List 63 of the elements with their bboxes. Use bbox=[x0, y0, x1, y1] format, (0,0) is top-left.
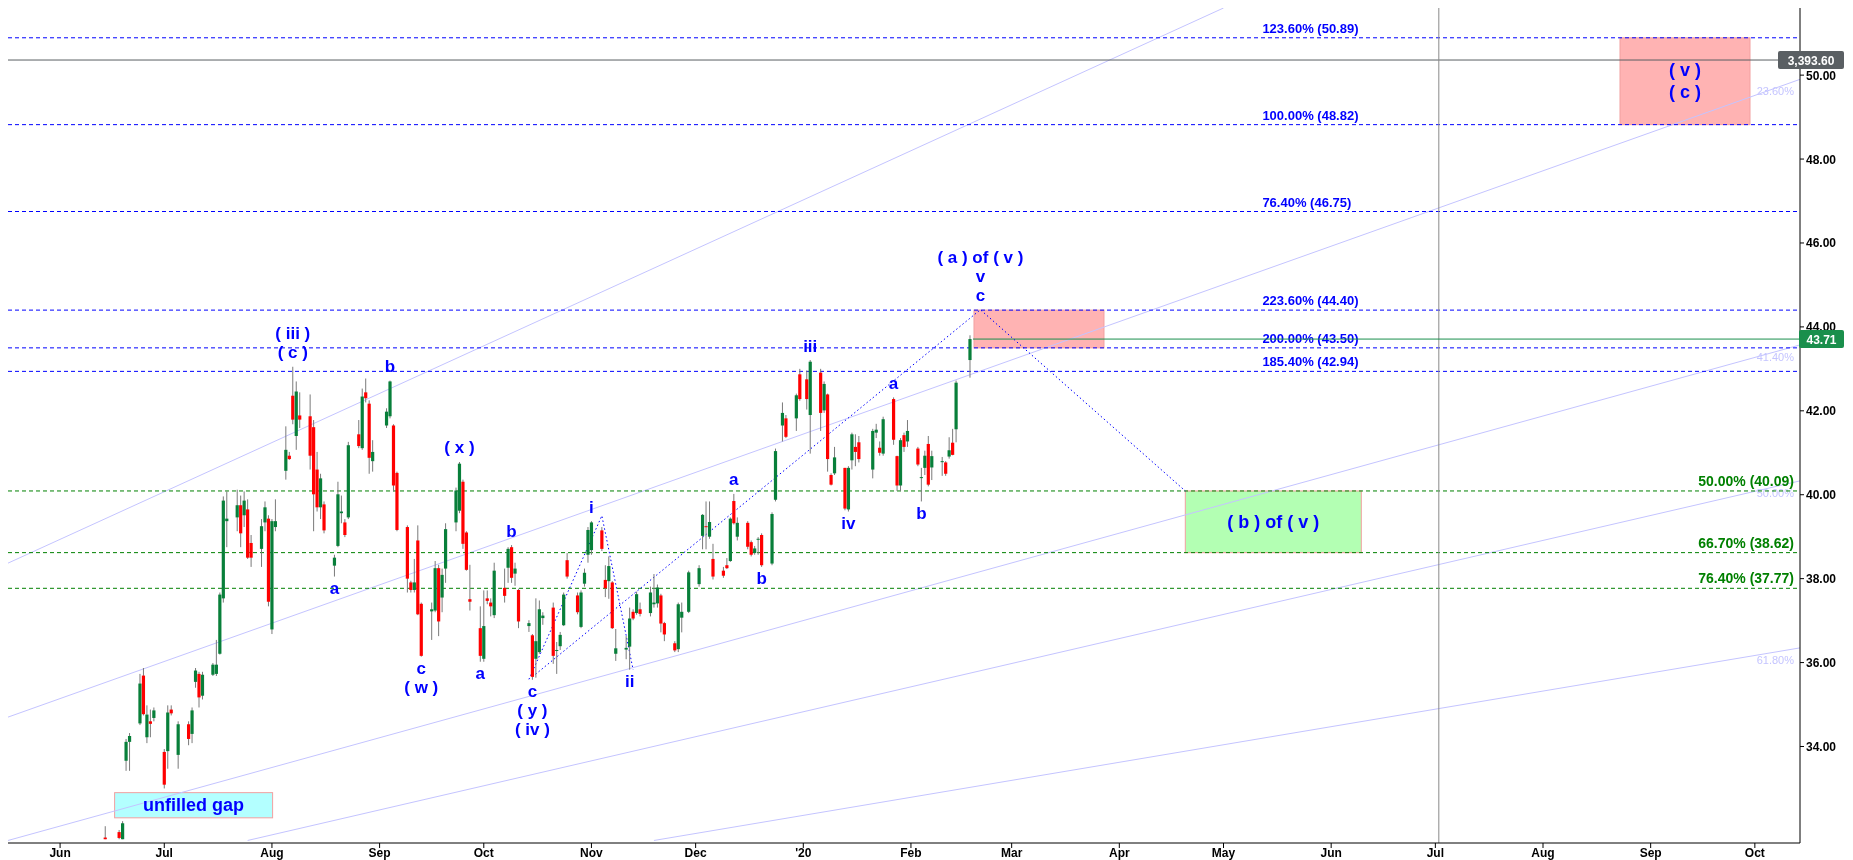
annotation: c bbox=[527, 682, 538, 702]
ref-line-label: 66.70% (38.62) bbox=[1698, 534, 1794, 551]
ref-line-label: 200.00% (43.50) bbox=[1262, 330, 1359, 346]
band-label: ( v ) ( c ) bbox=[1668, 60, 1702, 103]
ref-line-label: 123.60% (50.89) bbox=[1262, 20, 1359, 36]
x-tick-label: Dec bbox=[684, 846, 707, 860]
series-label: 23.60% bbox=[1756, 85, 1795, 98]
ref-line-label: 50.00% (40.09) bbox=[1698, 472, 1794, 489]
x-tick-label: Sep bbox=[1639, 846, 1662, 860]
y-tick-label: 46.00 bbox=[1806, 236, 1837, 251]
y-tick-label: 36.00 bbox=[1806, 656, 1837, 671]
annotation: a bbox=[475, 664, 486, 684]
annotation: b bbox=[756, 569, 767, 589]
ref-line-label: 76.40% (46.75) bbox=[1262, 194, 1352, 210]
y-tick-label: 48.00 bbox=[1806, 152, 1837, 167]
annotation: i bbox=[589, 497, 594, 517]
x-tick-label: Feb bbox=[900, 846, 922, 860]
band-label: ( b ) of ( v ) bbox=[1227, 511, 1320, 532]
annotation: ( iii ) bbox=[275, 324, 311, 344]
x-tick-label: '20 bbox=[795, 846, 812, 860]
x-tick-label: Oct bbox=[1744, 846, 1765, 860]
x-tick-label: Jun bbox=[1320, 846, 1342, 860]
x-tick-label: Jun bbox=[49, 846, 71, 860]
y-tick-label: 38.00 bbox=[1806, 572, 1837, 587]
ref-line-label: 100.00% (48.82) bbox=[1262, 107, 1359, 123]
x-tick-label: Apr bbox=[1108, 846, 1130, 860]
annotation: c bbox=[416, 659, 427, 679]
annotation: ( x ) bbox=[444, 438, 475, 458]
x-tick-label: Oct bbox=[473, 846, 494, 860]
ref-line-label: 76.40% (37.77) bbox=[1698, 570, 1794, 587]
x-tick-label: Nov bbox=[580, 846, 604, 860]
annotation: ii bbox=[624, 672, 635, 692]
x-tick-label: Sep bbox=[368, 846, 391, 860]
x-tick-label: Jul bbox=[155, 846, 173, 860]
x-tick-label: Mar bbox=[1000, 846, 1023, 860]
annotation: ( w ) bbox=[404, 678, 439, 698]
y-tick-label: 42.00 bbox=[1806, 404, 1837, 419]
annotation: 3,393.60 bbox=[1787, 53, 1835, 68]
x-tick-label: Aug bbox=[260, 846, 284, 860]
annotation: ( y ) bbox=[517, 701, 548, 721]
annotation: iii bbox=[803, 336, 818, 356]
series-label: 41.40% bbox=[1756, 350, 1795, 363]
y-tick-label: 34.00 bbox=[1806, 739, 1837, 754]
ref-line-label: 43.71 bbox=[1806, 332, 1837, 347]
annotation: ( iv ) bbox=[514, 720, 550, 740]
annotation: b bbox=[916, 503, 927, 523]
annotation: ( c ) bbox=[277, 343, 308, 363]
annotation: v bbox=[975, 267, 986, 287]
annotation: ( a ) of ( v ) bbox=[937, 248, 1024, 268]
annotation: a bbox=[729, 470, 740, 490]
y-tick-label: 50.00 bbox=[1806, 68, 1837, 83]
x-tick-label: May bbox=[1211, 846, 1236, 860]
series-label: 61.80% bbox=[1756, 653, 1795, 666]
annotation: c bbox=[975, 286, 986, 306]
y-tick-label: 40.00 bbox=[1806, 488, 1837, 503]
ref-line-label: 185.40% (42.94) bbox=[1262, 354, 1359, 370]
x-tick-label: Aug bbox=[1531, 846, 1555, 860]
band-label: unfilled gap bbox=[143, 795, 245, 816]
annotation: a bbox=[888, 373, 899, 393]
annotation: b bbox=[506, 521, 517, 541]
x-tick-label: Jul bbox=[1426, 846, 1445, 860]
ref-line-label: 223.60% (44.40) bbox=[1262, 293, 1359, 309]
annotation: iv bbox=[841, 514, 857, 533]
